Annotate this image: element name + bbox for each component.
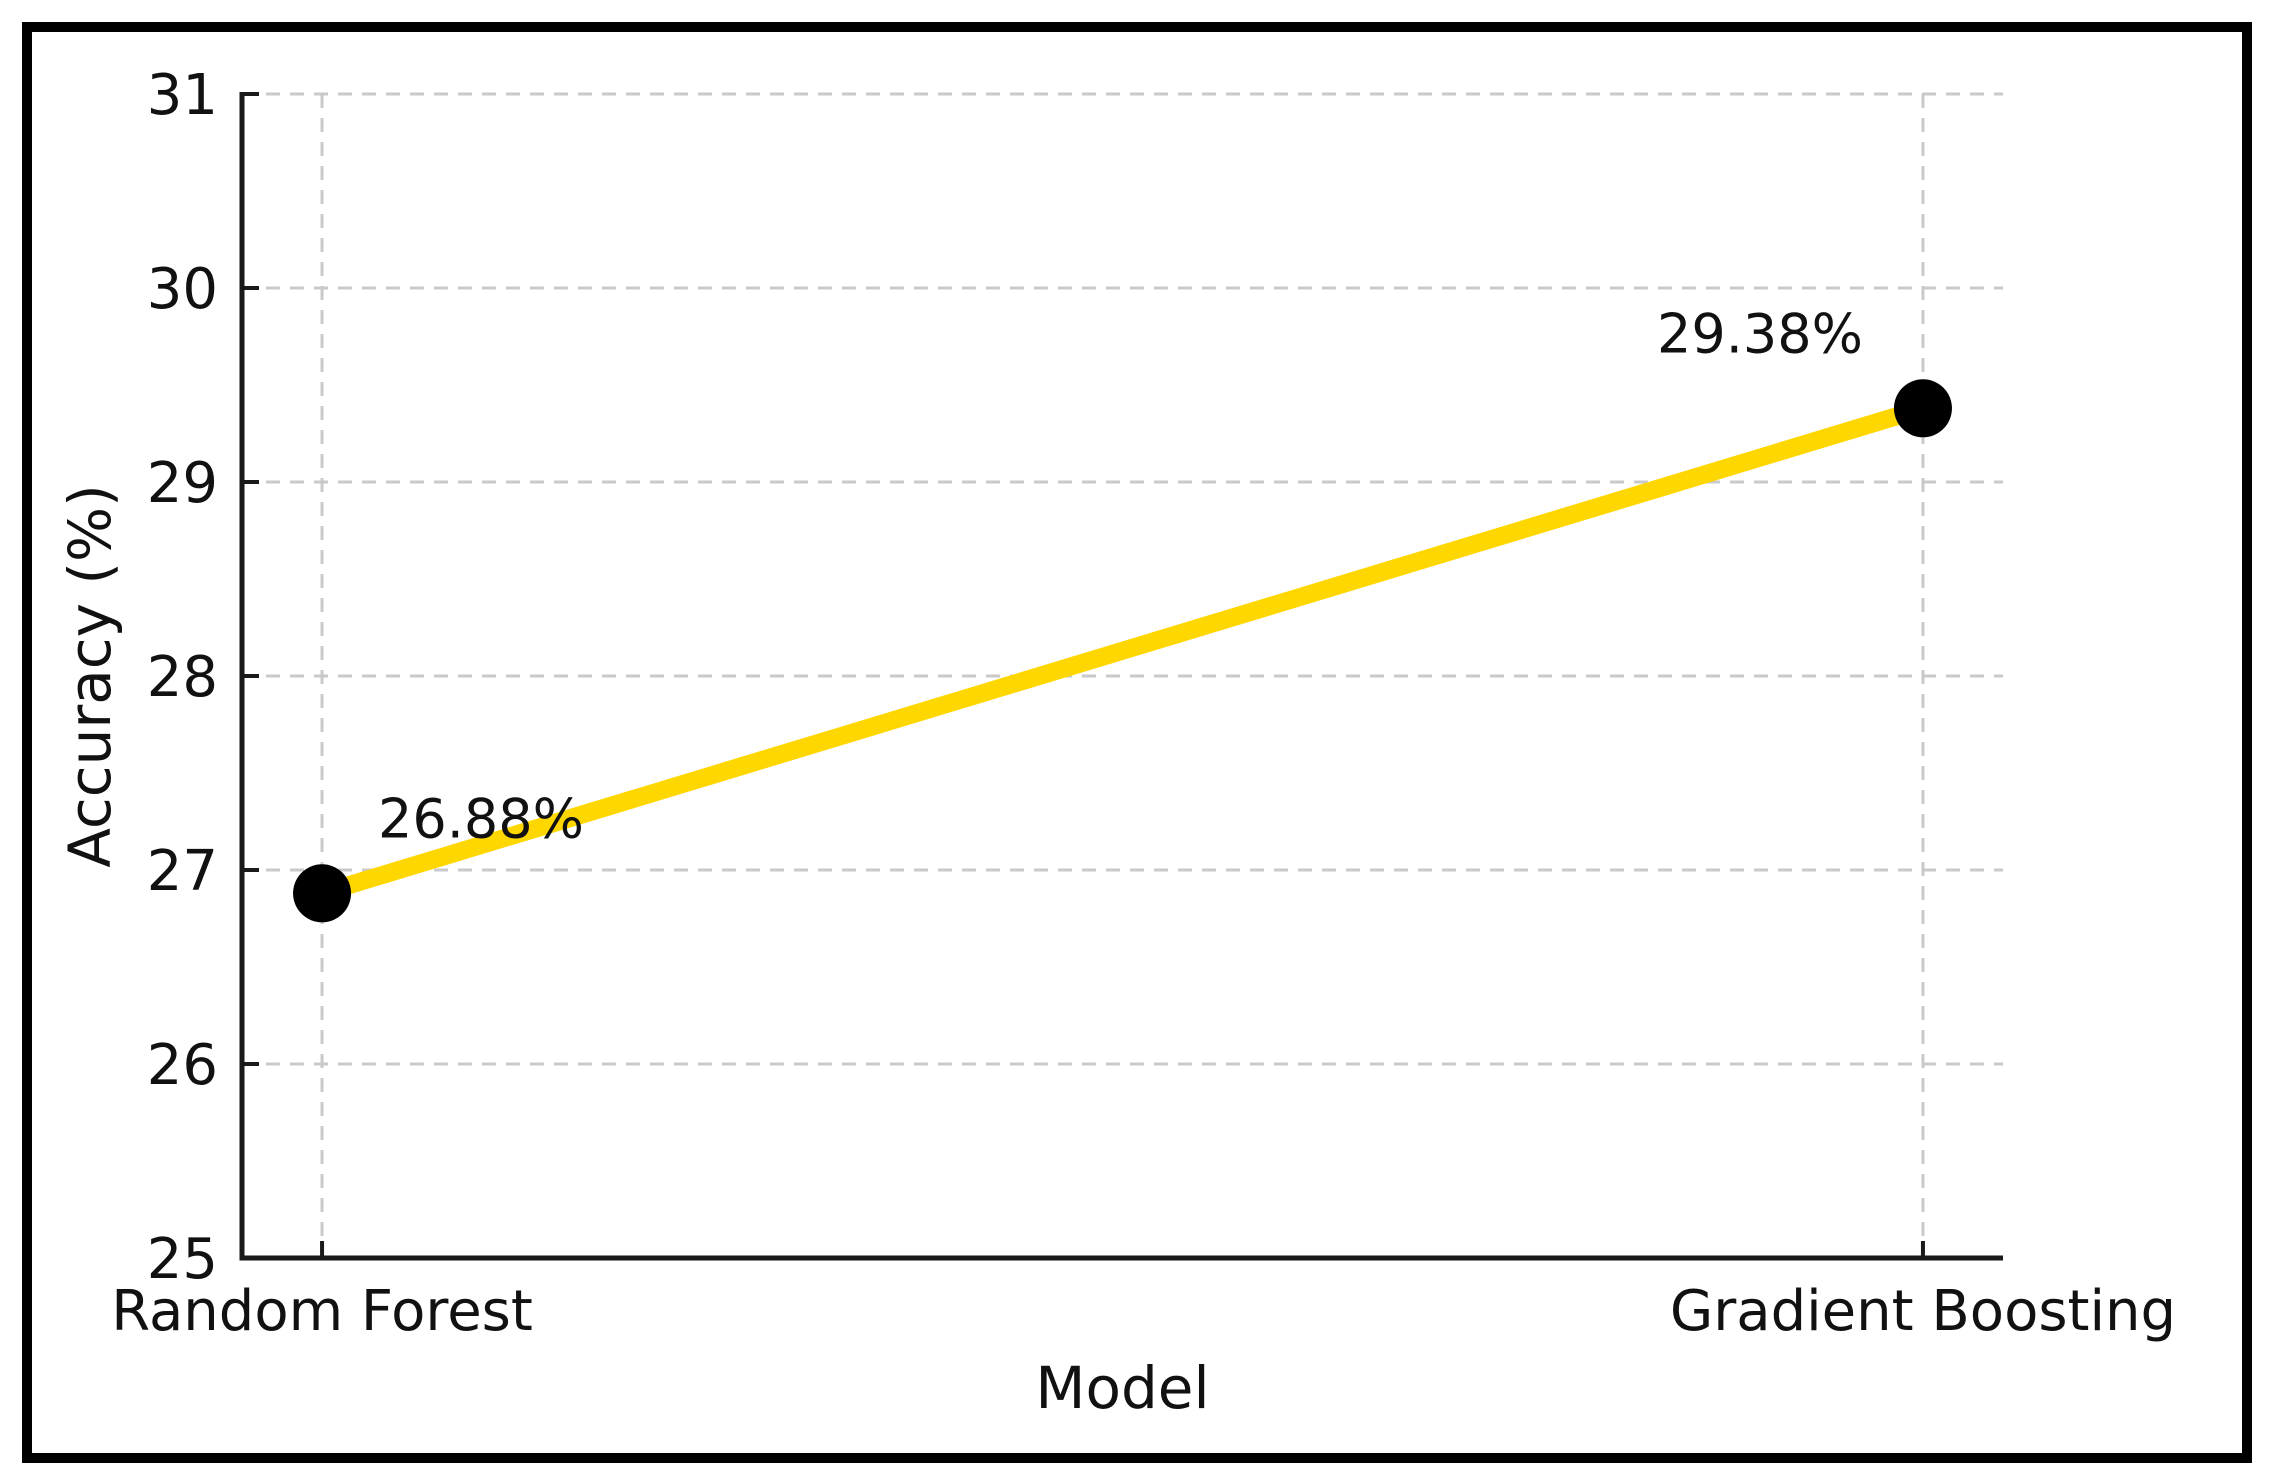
y-tick-label: 26: [147, 1033, 218, 1098]
series-layer: [293, 379, 1952, 923]
y-tick-label: 30: [147, 257, 218, 322]
gridlines-layer: [242, 92, 2003, 1258]
data-point-label: 26.88%: [378, 787, 584, 850]
y-axis-title: Accuracy (%): [56, 484, 124, 868]
text-layer: 25 26 27 28 29 30 31 Random Forest Gradient Boos…: [56, 63, 2176, 1422]
x-axis-title: Model: [1035, 1354, 1209, 1422]
trend-line: [313, 399, 1932, 903]
y-tick-label: 25: [147, 1227, 218, 1292]
data-point-marker: [293, 864, 352, 923]
y-tick-label: 29: [147, 451, 218, 516]
data-point-label: 29.38%: [1657, 302, 1863, 365]
y-tick-label: 28: [147, 645, 218, 710]
data-point-marker: [1893, 379, 1952, 438]
x-tick-label: Random Forest: [111, 1279, 533, 1344]
x-tick-label: Gradient Boosting: [1670, 1279, 2176, 1344]
y-tick-label: 31: [147, 63, 218, 128]
axes-layer: [239, 92, 2003, 1261]
y-tick-label: 27: [147, 839, 218, 904]
